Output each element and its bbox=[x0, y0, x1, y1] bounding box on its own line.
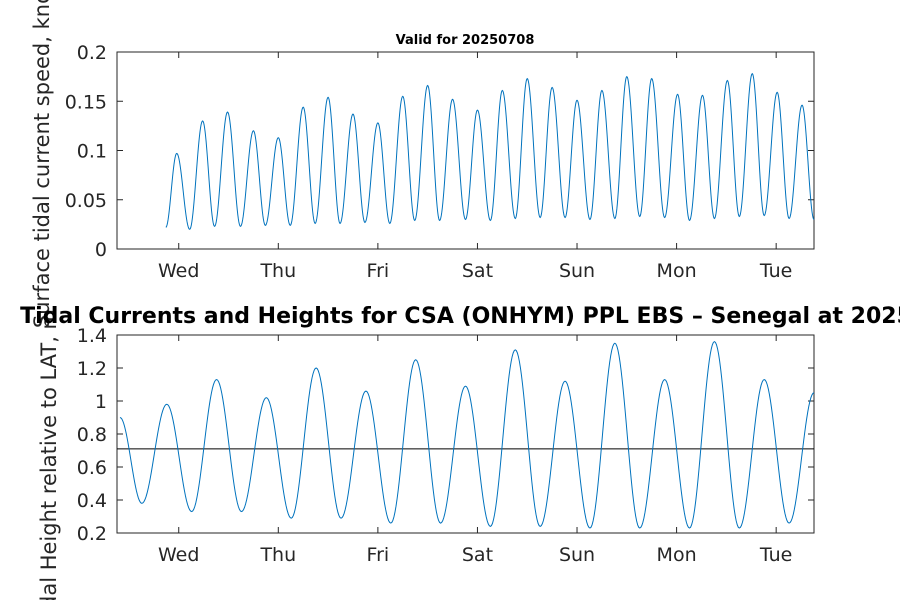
height-x-tick-label: Sun bbox=[559, 544, 595, 566]
height-x-tick-label: Thu bbox=[259, 544, 296, 566]
height-y-tick-label: 1.4 bbox=[77, 325, 107, 347]
height-y-tick-label: 0.6 bbox=[77, 457, 107, 479]
speed-axes: 0 0.05 0.1 0.15 0.2 Wed Thu Fri Sat Sun Mon Tue Va… bbox=[30, 0, 815, 328]
speed-x-tick-label: Wed bbox=[158, 260, 199, 282]
height-y-tick-label: 0.2 bbox=[77, 523, 107, 545]
speed-y-axis-label: Surface tidal current speed, knots bbox=[30, 0, 54, 328]
height-y-ticks: 0.2 0.4 0.6 0.8 1 1.2 1.4 bbox=[77, 325, 814, 545]
speed-y-tick-label: 0.05 bbox=[65, 190, 107, 212]
speed-y-tick-label: 0.15 bbox=[65, 91, 107, 113]
height-x-tick-label: Wed bbox=[158, 544, 199, 566]
height-axes: 0.2 0.4 0.6 0.8 1 1.2 1.4 Wed Thu Fri Sat Sun Mon Tu… bbox=[37, 309, 815, 600]
height-y-tick-label: 1 bbox=[95, 391, 107, 413]
height-y-axis-label: Tidal Height relative to LAT, m bbox=[37, 309, 61, 600]
speed-x-tick-label: Fri bbox=[367, 260, 390, 282]
speed-y-tick-label: 0 bbox=[95, 239, 107, 261]
height-plot-frame bbox=[116, 334, 815, 534]
speed-y-ticks: 0 0.05 0.1 0.15 0.2 bbox=[65, 42, 814, 261]
speed-y-tick-label: 0.1 bbox=[77, 141, 107, 163]
height-y-tick-label: 0.8 bbox=[77, 424, 107, 446]
height-y-tick-label: 0.4 bbox=[77, 490, 107, 512]
height-x-tick-label: Fri bbox=[367, 544, 390, 566]
height-x-tick-label: Mon bbox=[657, 544, 697, 566]
speed-x-tick-label: Tue bbox=[759, 260, 792, 282]
speed-x-tick-label: Mon bbox=[657, 260, 697, 282]
speed-subplot-title: Valid for 20250708 bbox=[396, 33, 535, 48]
speed-plot-frame bbox=[116, 51, 815, 250]
speed-y-tick-label: 0.2 bbox=[77, 42, 107, 64]
height-x-tick-label: Tue bbox=[759, 544, 792, 566]
speed-x-tick-label: Thu bbox=[259, 260, 296, 282]
figure-main-title: Tidal Currents and Heights for CSA (ONHY… bbox=[20, 304, 900, 329]
height-x-tick-label: Sat bbox=[462, 544, 493, 566]
height-x-ticks: Wed Thu Fri Sat Sun Mon Tue bbox=[158, 335, 792, 566]
speed-series-line bbox=[165, 72, 815, 230]
height-y-tick-label: 1.2 bbox=[77, 358, 107, 380]
height-series-line bbox=[119, 340, 815, 529]
speed-x-ticks: Wed Thu Fri Sat Sun Mon Tue bbox=[158, 52, 792, 282]
speed-x-tick-label: Sat bbox=[462, 260, 493, 282]
speed-x-tick-label: Sun bbox=[559, 260, 595, 282]
